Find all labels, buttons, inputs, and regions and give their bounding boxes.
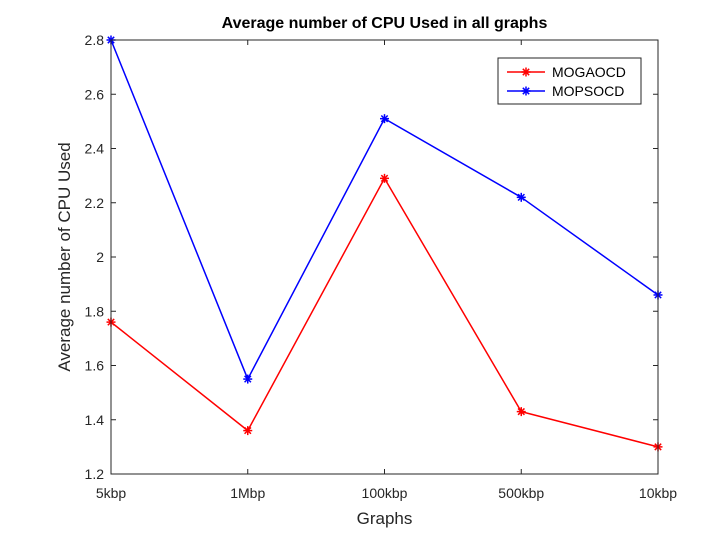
y-tick-label: 1.4 [85,412,105,428]
y-tick-label: 2.8 [85,32,105,48]
y-tick-label: 2 [96,249,104,265]
x-tick-label: 100kbp [362,485,408,501]
legend: MOGAOCD MOPSOCD [497,57,642,105]
legend-marker-mopsocd [521,86,531,96]
y-tick-label: 1.8 [85,303,105,319]
x-tick-label: 5kbp [96,485,127,501]
x-tick-label: 1Mbp [230,485,265,501]
y-tick-label: 2.2 [85,195,105,211]
y-tick-label: 1.6 [85,358,105,374]
legend-box [497,57,642,105]
legend-label-mopsocd: MOPSOCD [552,83,624,99]
legend-entries: MOGAOCD MOPSOCD [507,64,626,99]
data-point-mopsocd-500kbp [516,192,526,202]
data-point-mogaocd-1mbp [243,426,253,436]
x-tick-label: 10kbp [639,485,677,501]
data-point-mopsocd-1mbp [243,374,253,384]
y-tick-label: 2.6 [85,86,105,102]
x-axis-title: Graphs [357,509,413,528]
y-tick-label: 2.4 [85,141,105,157]
legend-label-mogaocd: MOGAOCD [552,64,626,80]
y-axis-title: Average number of CPU Used [55,142,74,371]
x-tick-label: 500kbp [498,485,544,501]
data-point-mogaocd-100kbp [380,173,389,183]
y-tick-label: 1.2 [85,466,105,482]
data-point-mopsocd-100kbp [380,114,389,124]
plot-area [111,40,658,474]
axes-layer: 1.2 1.4 1.6 1.8 2 2.2 2.4 2.6 2.8 5kbp 1Mbp 100kbp 5… [85,32,678,501]
legend-marker-mogaocd [521,67,531,77]
data-point-mogaocd-500kbp [516,407,526,417]
chart-title: Average number of CPU Used in all graphs [222,15,548,32]
series-layer [106,35,663,452]
